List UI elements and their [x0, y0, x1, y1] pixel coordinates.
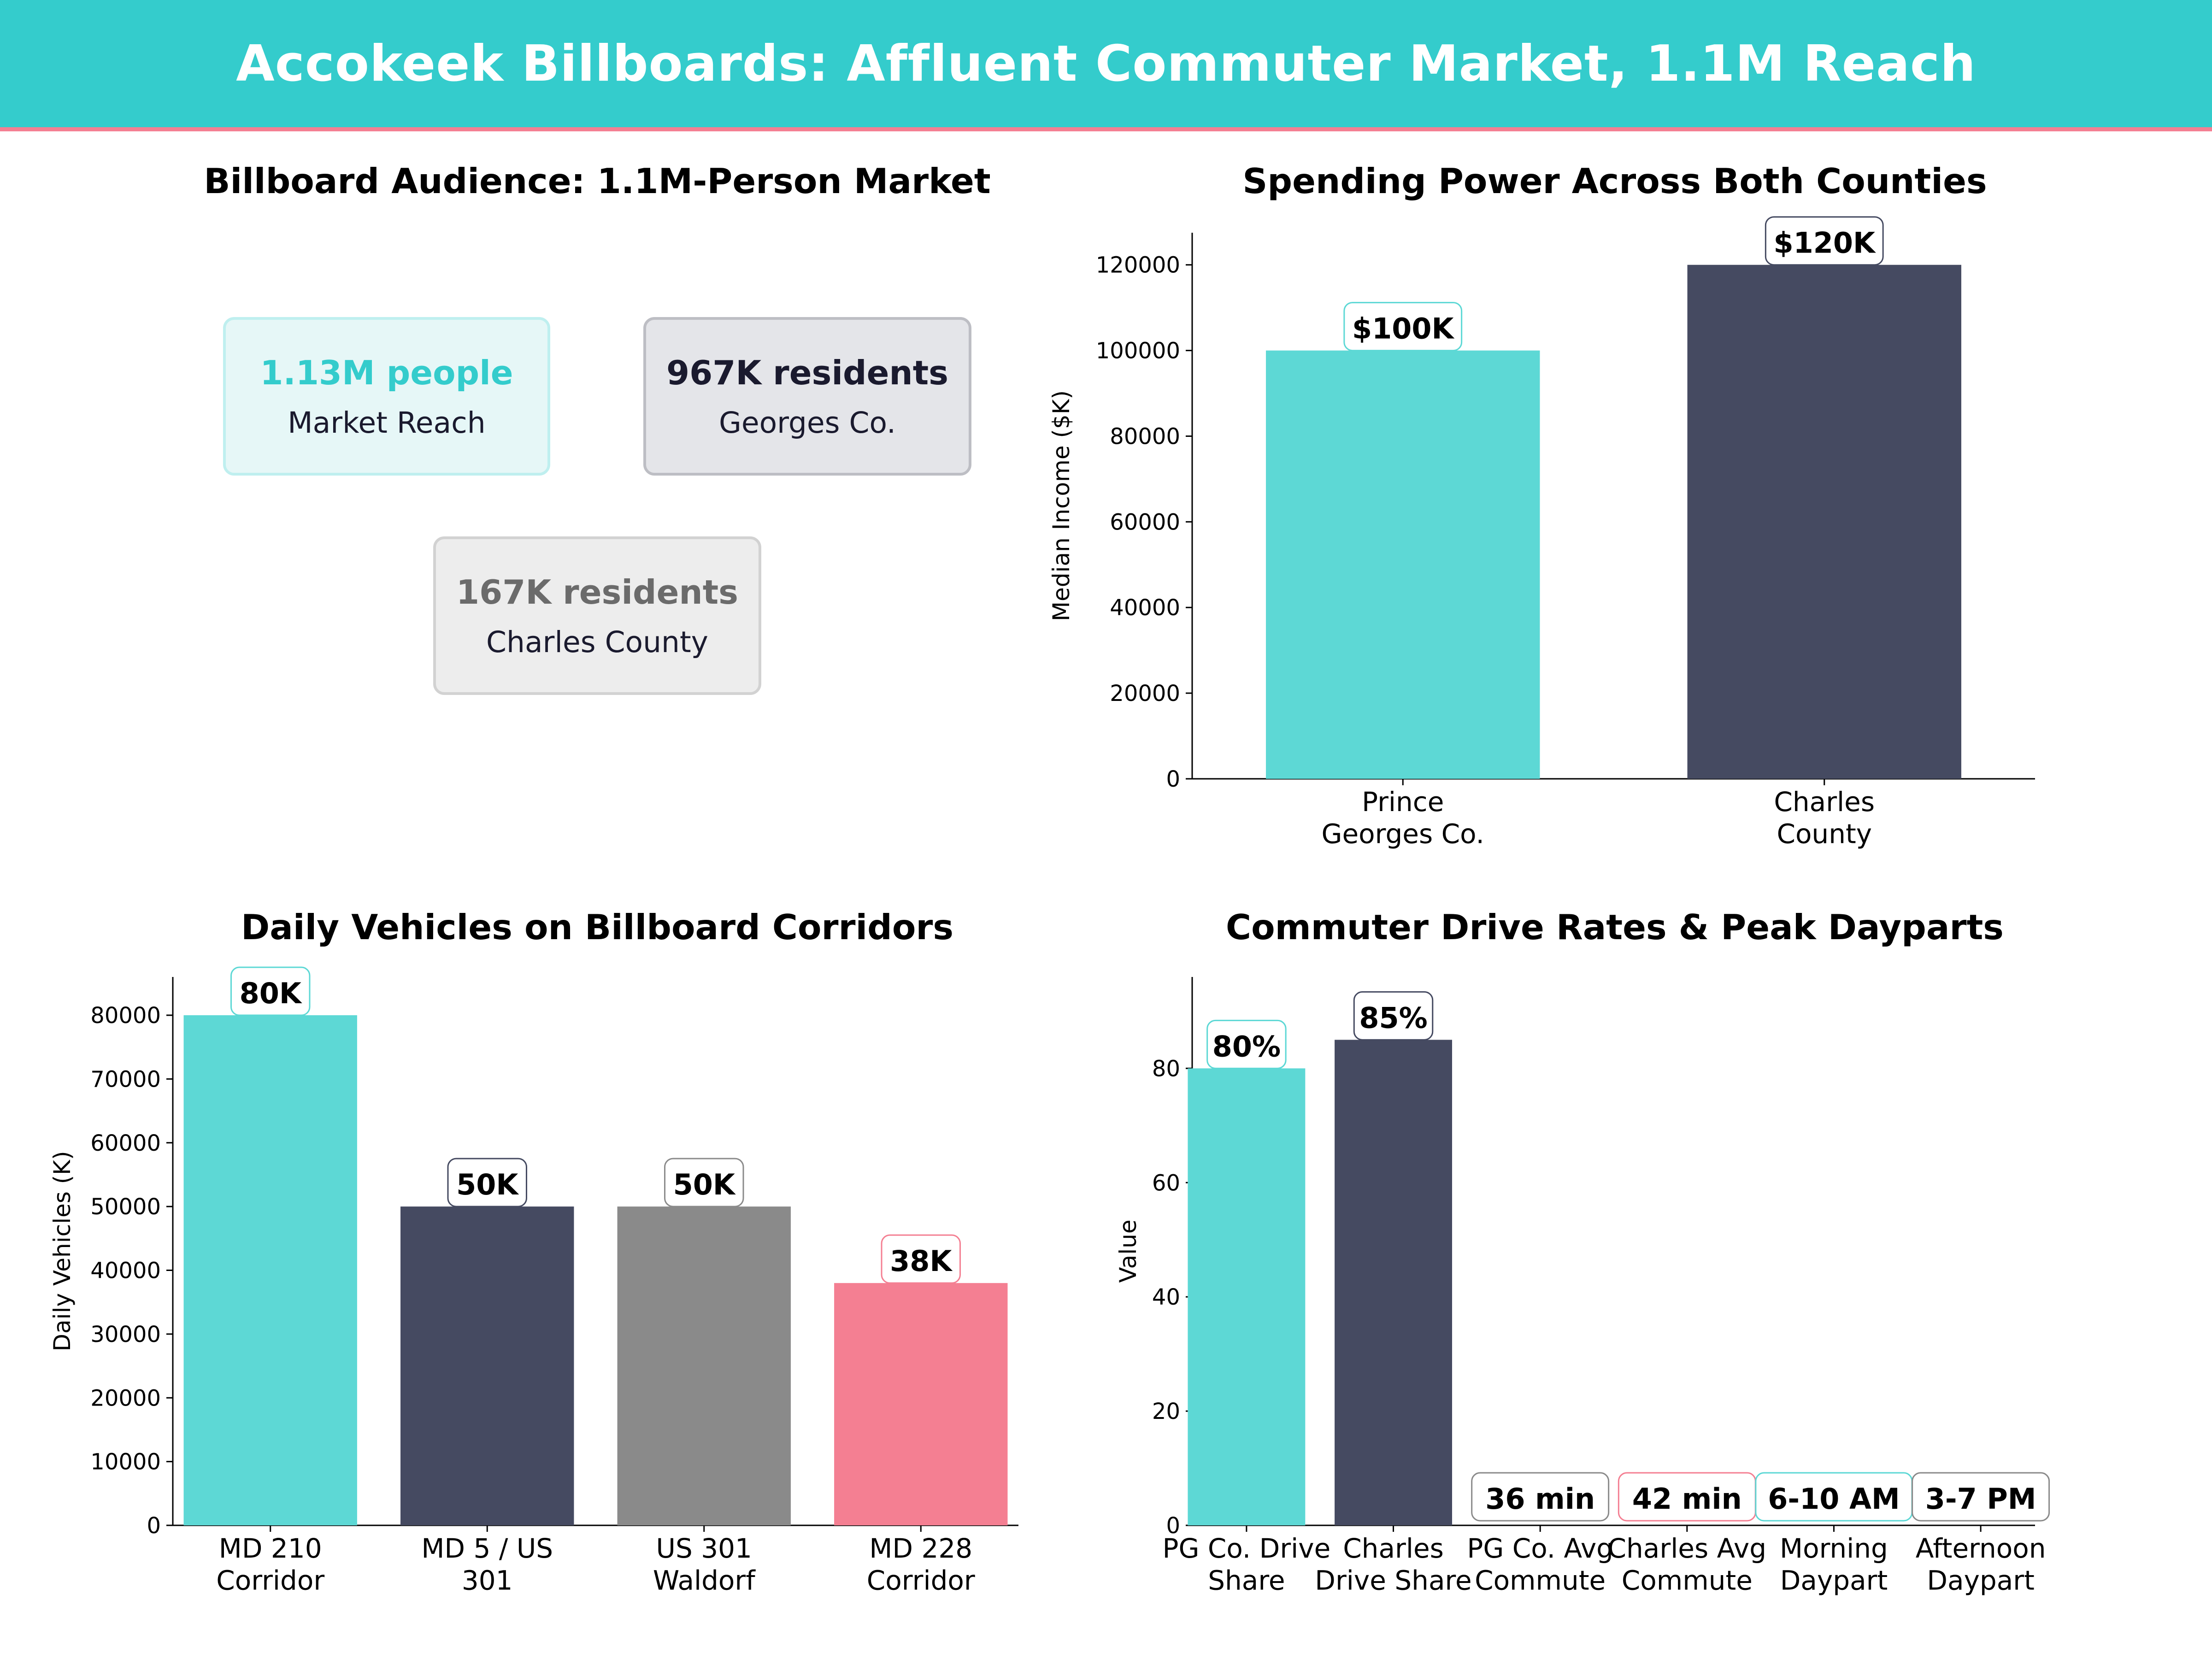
data-label: 36 min [1471, 1472, 1610, 1522]
x-tick-label: MD 228 Corridor [867, 1533, 975, 1596]
x-tick-label: Charles Drive Share [1315, 1533, 1471, 1596]
bar [1266, 350, 1540, 779]
y-tick-label: 100000 [1096, 338, 1180, 364]
data-label-text: 3-7 PM [1925, 1482, 2036, 1516]
x-tick-label: Prince Georges Co. [1322, 786, 1485, 850]
audience-panel-title: Billboard Audience: 1.1M-Person Market [204, 161, 991, 201]
y-tick-label: 20 [1152, 1399, 1180, 1424]
kpi-label-market-reach: Market Reach [288, 406, 486, 440]
x-tick-label: PG Co. Avg Commute [1467, 1533, 1613, 1596]
data-label: $100K [1343, 302, 1463, 352]
kpi-value-market-reach: 1.13M people [260, 353, 513, 392]
data-label-text: 50K [673, 1168, 736, 1201]
y-tick-label: 0 [147, 1513, 161, 1539]
data-label-text: 85% [1359, 1001, 1427, 1035]
x-tick-label: Morning Daypart [1780, 1533, 1888, 1596]
data-label: 6-10 AM [1755, 1472, 1913, 1522]
data-label: 85% [1353, 991, 1434, 1041]
x-tick-label: MD 5 / US 301 [421, 1533, 553, 1596]
commuter-rates-chart: 0 20 40 60 80 Value PG Co. Drive Share 80% Charle… [1115, 977, 2050, 1596]
bar [1687, 265, 1961, 779]
kpi-value-georges-co: 967K residents [666, 353, 948, 392]
data-label-text: 80K [240, 977, 302, 1010]
y-tick-label: 60000 [1110, 509, 1180, 535]
y-tick-label: 70000 [90, 1066, 161, 1092]
y-tick-label: 50000 [90, 1194, 161, 1220]
bar [834, 1283, 1008, 1525]
data-label: 50K [664, 1158, 744, 1207]
y-tick-label: 80 [1152, 1056, 1180, 1082]
bar [1188, 1068, 1306, 1525]
x-tick-label: US 301 Waldorf [653, 1533, 756, 1596]
kpi-card-georges-co: 967K residents Georges Co. [643, 317, 971, 476]
commuter-chart-title: Commuter Drive Rates & Peak Dayparts [1226, 907, 2004, 947]
x-tick-label: Afternoon Daypart [1916, 1533, 2046, 1596]
title-banner: Accokeek Billboards: Affluent Commuter M… [0, 0, 2212, 131]
y-axis-label: Daily Vehicles (K) [49, 1151, 76, 1352]
data-label-text: $100K [1352, 312, 1455, 346]
y-tick-label: 20000 [1110, 681, 1180, 706]
y-tick-label: 80000 [90, 1003, 161, 1029]
data-label: 80% [1206, 1019, 1287, 1069]
y-tick-label: 0 [1166, 766, 1180, 792]
data-label: 50K [447, 1158, 527, 1207]
y-tick-label: 10000 [90, 1449, 161, 1475]
kpi-label-charles-county: Charles County [486, 625, 708, 659]
y-tick-label: 40 [1152, 1284, 1180, 1310]
y-tick-label: 120000 [1096, 253, 1180, 278]
data-label-text: 38K [890, 1244, 953, 1278]
y-tick-label: 40000 [1110, 595, 1180, 621]
spending-chart-title: Spending Power Across Both Counties [1242, 161, 1987, 201]
y-axis-label: Median Income ($K) [1048, 390, 1075, 621]
x-tick-label: Charles County [1774, 786, 1875, 850]
x-tick-label: PG Co. Drive Share [1162, 1533, 1330, 1596]
bar [400, 1206, 574, 1525]
x-tick-label: MD 210 Corridor [216, 1533, 324, 1596]
x-tick-label: Charles Avg Commute [1608, 1533, 1767, 1596]
kpi-card-charles-county: 167K residents Charles County [433, 536, 761, 695]
data-label: 42 min [1618, 1472, 1756, 1522]
y-tick-label: 80000 [1110, 424, 1180, 449]
bar [183, 1015, 357, 1525]
daily-vehicles-chart: 0 10000 20000 30000 40000 50000 60000 70000 8000… [49, 966, 1018, 1596]
data-label: 80K [230, 966, 311, 1016]
kpi-card-market-reach: 1.13M people Market Reach [223, 317, 550, 476]
kpi-value-charles-county: 167K residents [456, 572, 738, 612]
kpi-label-georges-co: Georges Co. [719, 406, 896, 440]
data-label: $120K [1765, 216, 1884, 266]
y-tick-label: 20000 [90, 1385, 161, 1411]
y-tick-label: 40000 [90, 1258, 161, 1284]
data-label-text: 36 min [1485, 1482, 1595, 1516]
data-label-text: 80% [1212, 1030, 1281, 1063]
y-tick-label: 60 [1152, 1170, 1180, 1196]
bar [617, 1206, 791, 1525]
data-label-text: $120K [1773, 226, 1876, 260]
bar [1335, 1040, 1452, 1525]
y-axis-label: Value [1115, 1219, 1141, 1282]
dashboard-title: Accokeek Billboards: Affluent Commuter M… [236, 35, 1976, 93]
data-label-text: 50K [456, 1168, 519, 1201]
data-label: 38K [881, 1234, 961, 1284]
y-tick-label: 0 [1166, 1513, 1180, 1539]
spending-power-chart: 0 20000 40000 60000 80000 100000 120000 Median … [1048, 216, 2035, 850]
data-label-text: 42 min [1632, 1482, 1742, 1516]
vehicles-chart-title: Daily Vehicles on Billboard Corridors [241, 907, 953, 947]
data-label-text: 6-10 AM [1768, 1482, 1900, 1516]
y-tick-label: 60000 [90, 1130, 161, 1156]
data-label: 3-7 PM [1912, 1472, 2050, 1522]
y-tick-label: 30000 [90, 1322, 161, 1347]
